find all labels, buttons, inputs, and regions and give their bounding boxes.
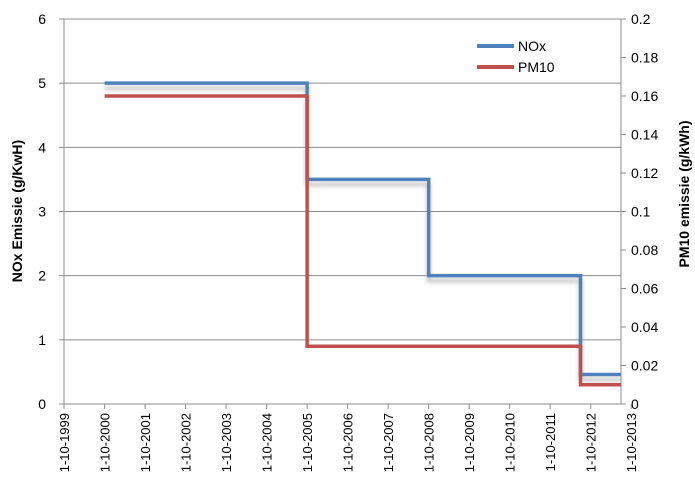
y-right-tick-label: 0.1 [631, 204, 651, 220]
x-tick-label: 1-10-2001 [138, 413, 153, 472]
x-tick-label: 1-10-2013 [624, 413, 639, 472]
x-tick-label: 1-10-1999 [57, 413, 72, 472]
x-tick-label: 1-10-2002 [179, 413, 194, 472]
legend-label-nox: NOx [518, 38, 546, 54]
y-left-tick-labels: 0 1 2 3 4 5 6 [38, 11, 64, 412]
x-tick-label: 1-10-2007 [381, 413, 396, 472]
y-right-tick-label: 0 [631, 396, 639, 412]
series-line-pm10 [104, 94, 621, 387]
y-left-tick-label: 1 [38, 332, 46, 348]
x-tick-label: 1-10-2009 [462, 413, 477, 472]
y-right-tick-label: 0.12 [631, 165, 658, 181]
y-right-tick-label: 0.14 [631, 127, 658, 143]
x-tick-label: 1-10-2005 [300, 413, 315, 472]
y-right-tick-label: 0.02 [631, 358, 658, 374]
y-left-tick-label: 5 [38, 75, 46, 91]
y-left-tick-label: 4 [38, 139, 46, 155]
y-left-axis-title: NOx Emissie (g/KwH) [9, 140, 25, 282]
y-right-tick-label: 0.08 [631, 242, 658, 258]
y-left-tick-label: 2 [38, 268, 46, 284]
series-layer [104, 81, 621, 387]
x-tick-label: 1-10-2000 [98, 413, 113, 472]
x-tick-labels: 1-10-1999 1-10-2000 1-10-2001 1-10-2002 1-10… [57, 413, 639, 472]
x-tick-label: 1-10-2011 [543, 413, 558, 471]
y-right-tick-label: 0.04 [631, 319, 658, 335]
x-tick-label: 1-10-2012 [584, 413, 599, 472]
x-tick-label: 1-10-2006 [341, 413, 356, 472]
y-right-tick-label: 0.18 [631, 50, 658, 66]
y-right-tick-label: 0.2 [631, 11, 651, 27]
y-right-axis-title: PM10 emissie (g/kWh) [676, 120, 692, 267]
legend: NOx PM10 [477, 38, 555, 75]
y-right-tick-label: 0.06 [631, 281, 658, 297]
y-left-tick-label: 6 [38, 11, 46, 27]
x-tick-label: 1-10-2008 [422, 413, 437, 472]
x-tick-label: 1-10-2004 [260, 413, 275, 472]
y-left-tick-label: 3 [38, 204, 46, 220]
x-tick-label: 1-10-2010 [503, 413, 518, 472]
x-ticks [63, 404, 632, 409]
series-line-nox [104, 81, 621, 377]
y-left-tick-label: 0 [38, 396, 46, 412]
x-tick-label: 1-10-2003 [219, 413, 234, 472]
legend-label-pm10: PM10 [518, 59, 555, 75]
y-right-tick-label: 0.16 [631, 88, 658, 104]
series-shadow-nox [104, 86, 621, 382]
y-right-tick-labels: 0 0.02 0.04 0.06 0.08 0.1 0.12 0.14 0.16 0.18 0.2 [621, 11, 658, 412]
